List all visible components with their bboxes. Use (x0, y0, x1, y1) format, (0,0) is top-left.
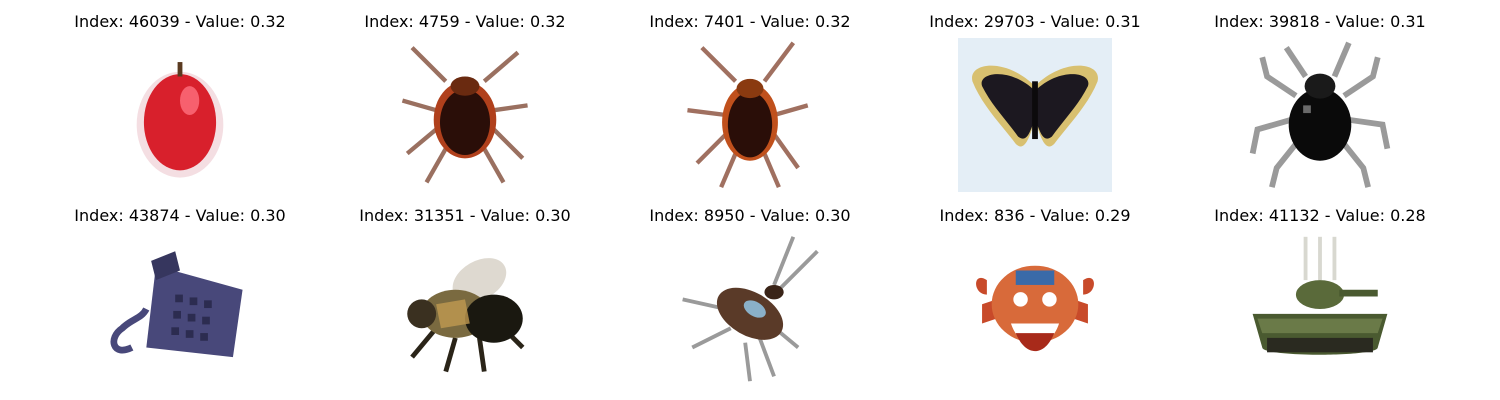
apple-icon (136, 62, 224, 178)
result-cell-2: Index: 4759 - Value: 0.32 (335, 12, 595, 197)
result-thumbnail (388, 232, 542, 386)
crab-icon (976, 265, 1094, 352)
telephone-icon (110, 251, 243, 358)
cell-caption: Index: 7401 - Value: 0.32 (649, 12, 851, 31)
tank-icon (1252, 236, 1388, 355)
result-cell-3: Index: 7401 - Value: 0.32 (620, 12, 880, 197)
result-cell-8: Index: 8950 - Value: 0.30 (620, 206, 880, 391)
result-thumbnail (958, 232, 1112, 386)
result-cell-4: Index: 29703 - Value: 0.31 (905, 12, 1165, 197)
cell-caption: Index: 29703 - Value: 0.31 (929, 12, 1141, 31)
cell-caption: Index: 46039 - Value: 0.32 (74, 12, 286, 31)
cell-caption: Index: 31351 - Value: 0.30 (359, 206, 571, 225)
result-thumbnail (673, 38, 827, 192)
result-thumbnail (103, 38, 257, 192)
cockroach-icon (682, 236, 819, 382)
result-thumbnail (1243, 232, 1397, 386)
cell-caption: Index: 8950 - Value: 0.30 (649, 206, 851, 225)
cell-caption: Index: 43874 - Value: 0.30 (74, 206, 286, 225)
result-cell-5: Index: 39818 - Value: 0.31 (1190, 12, 1450, 197)
result-thumbnail (103, 232, 257, 386)
result-cell-6: Index: 43874 - Value: 0.30 (50, 206, 310, 391)
bee-icon (407, 258, 525, 373)
result-cell-7: Index: 31351 - Value: 0.30 (335, 206, 595, 391)
result-thumbnail (958, 38, 1112, 192)
butterfly-icon (958, 38, 1112, 192)
cockroach-icon (687, 41, 809, 189)
cell-caption: Index: 41132 - Value: 0.28 (1214, 206, 1426, 225)
result-cell-10: Index: 41132 - Value: 0.28 (1190, 206, 1450, 391)
cockroach-icon (401, 46, 528, 184)
cell-caption: Index: 836 - Value: 0.29 (939, 206, 1131, 225)
cell-caption: Index: 4759 - Value: 0.32 (364, 12, 566, 31)
beetle-icon (1249, 41, 1391, 188)
result-thumbnail (673, 232, 827, 386)
result-thumbnail (388, 38, 542, 192)
result-thumbnail (1243, 38, 1397, 192)
cell-caption: Index: 39818 - Value: 0.31 (1214, 12, 1426, 31)
result-cell-9: Index: 836 - Value: 0.29 (905, 206, 1165, 391)
result-cell-1: Index: 46039 - Value: 0.32 (50, 12, 310, 197)
